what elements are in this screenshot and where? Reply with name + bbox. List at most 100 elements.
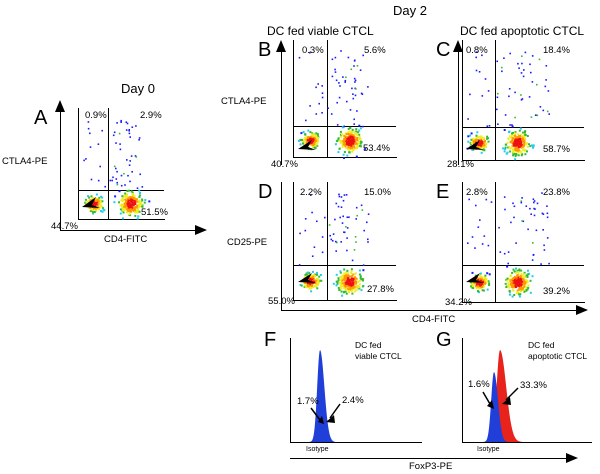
event-dot [513, 294, 516, 296]
event-dot [526, 280, 529, 283]
event-dot [315, 142, 318, 145]
event-dot [478, 287, 481, 290]
event-dot [311, 211, 313, 214]
event-dot [350, 287, 353, 290]
event-dot [487, 140, 490, 143]
panel-d-quad-h [293, 265, 396, 266]
event-dot [339, 271, 342, 274]
event-dot [486, 272, 489, 275]
event-dot [94, 205, 97, 207]
event-dot [350, 277, 353, 280]
event-dot [507, 251, 510, 253]
event-dot [353, 281, 356, 284]
event-dot [517, 62, 519, 65]
event-dot [339, 275, 342, 278]
event-dot [138, 202, 141, 205]
event-dot [518, 146, 520, 149]
event-dot [510, 283, 513, 286]
event-dot [518, 295, 521, 298]
event-dot [477, 285, 480, 288]
event-dot [301, 139, 304, 141]
event-dot [334, 71, 337, 73]
event-dot [94, 207, 97, 210]
event-dot [316, 138, 319, 141]
event-dot [477, 144, 480, 146]
event-dot [364, 147, 367, 150]
event-dot [474, 274, 477, 277]
event-dot [347, 133, 350, 135]
event-dot [125, 129, 128, 131]
event-dot [503, 150, 506, 153]
event-dot [128, 129, 130, 131]
event-dot [511, 271, 514, 274]
event-dot [366, 221, 368, 224]
event-dot [345, 136, 348, 139]
event-dot [353, 290, 356, 293]
event-dot [482, 289, 485, 292]
event-dot [471, 271, 474, 274]
event-dot [346, 284, 348, 287]
event-dot [98, 196, 101, 199]
event-dot [347, 285, 350, 288]
event-dot [354, 273, 357, 275]
event-dot [349, 281, 352, 284]
event-dot [316, 141, 319, 144]
panel-g-y-axis [462, 338, 463, 442]
event-dot [115, 178, 118, 180]
event-dot [336, 282, 339, 285]
event-dot [511, 134, 514, 137]
event-dot [125, 121, 128, 123]
event-dot [314, 273, 317, 276]
event-dot [517, 133, 520, 136]
event-dot [531, 259, 534, 261]
event-dot [484, 144, 487, 147]
event-dot [481, 286, 484, 289]
event-dot [127, 201, 130, 204]
event-dot [533, 200, 536, 202]
event-dot [92, 207, 95, 210]
event-dot [472, 142, 475, 145]
event-dot [131, 204, 134, 207]
event-dot [511, 140, 514, 143]
event-dot [344, 140, 347, 143]
event-dot [542, 109, 545, 112]
event-dot [526, 150, 528, 153]
event-dot [521, 140, 524, 143]
event-dot [100, 210, 102, 213]
event-dot [355, 130, 358, 133]
panel-g-hist-blue [483, 372, 508, 442]
event-dot [359, 69, 362, 71]
panel-g-title-2: apoptotic CTCL [528, 351, 588, 361]
event-dot [503, 196, 506, 198]
event-dot [356, 110, 358, 112]
event-dot [339, 270, 342, 273]
event-dot [345, 226, 347, 228]
event-dot [522, 75, 525, 78]
event-dot [468, 198, 470, 201]
event-dot [497, 123, 499, 125]
event-dot [340, 241, 342, 243]
event-dot [93, 211, 96, 213]
event-dot [346, 279, 349, 282]
event-dot [127, 174, 129, 177]
event-dot [109, 179, 112, 182]
event-dot [522, 135, 525, 138]
event-dot [508, 289, 511, 292]
panel-b-ur: 5.6% [364, 45, 386, 56]
event-dot [481, 243, 484, 245]
event-dot [343, 151, 346, 153]
event-dot [351, 282, 354, 284]
event-dot [512, 268, 515, 271]
event-dot [480, 142, 483, 144]
event-dot [359, 279, 361, 282]
event-dot [358, 287, 361, 290]
event-dot [530, 71, 532, 74]
event-dot [483, 285, 486, 288]
event-dot [312, 136, 315, 139]
event-dot [350, 270, 353, 273]
event-dot [343, 272, 346, 275]
event-dot [525, 274, 528, 277]
event-dot [514, 144, 517, 147]
event-dot [350, 272, 353, 274]
